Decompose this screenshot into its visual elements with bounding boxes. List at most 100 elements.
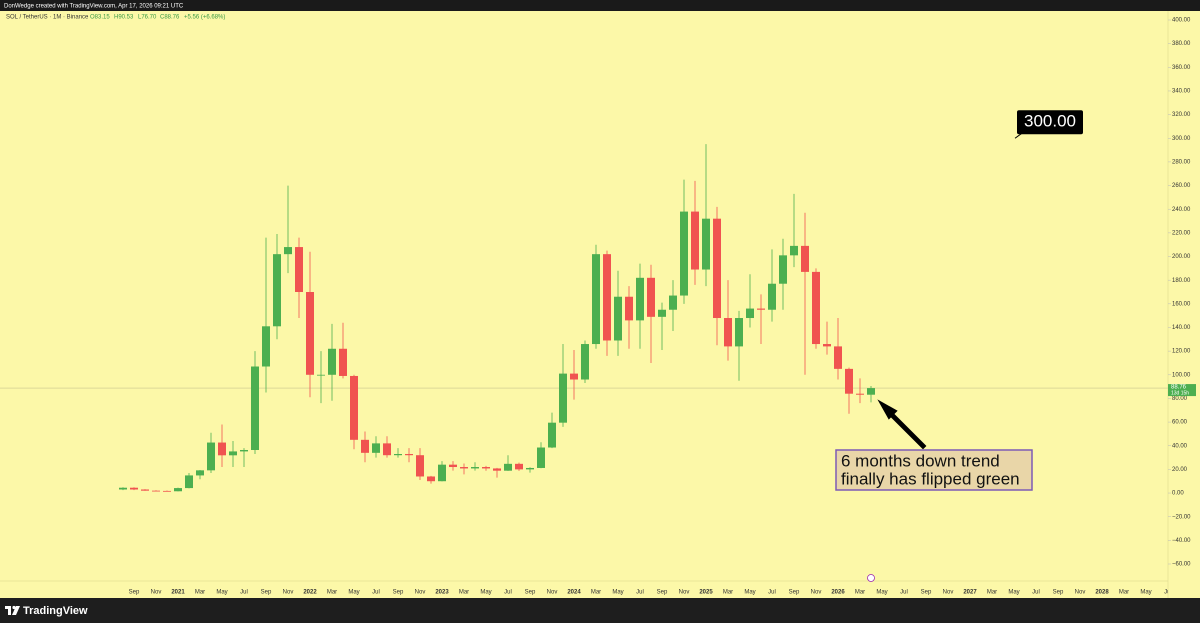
candle-body: [218, 442, 226, 456]
x-axis: Sep Nov 2021 Mar May Jul Sep Nov 2022 Mar May Jul Se…: [129, 590, 1172, 596]
x-tick-label: 2023: [435, 590, 449, 596]
y-tick-label: 80.00: [1172, 396, 1188, 402]
y-tick-label: 100.00: [1172, 372, 1191, 378]
candle-body: [669, 295, 677, 310]
candle-body: [768, 283, 776, 310]
candle-body: [460, 467, 468, 469]
candle-body: [614, 296, 622, 341]
x-tick-label: May: [1140, 590, 1151, 596]
y-tick-label: 200.00: [1172, 254, 1191, 260]
y-tick-label: 240.00: [1172, 207, 1191, 213]
candle-body: [471, 467, 479, 469]
y-tick-label: 340.00: [1172, 89, 1191, 95]
x-tick-label: 2028: [1095, 590, 1109, 596]
candle-body: [152, 490, 160, 492]
candle-body: [867, 388, 875, 395]
x-tick-label: Sep: [921, 590, 932, 596]
x-tick-label: Nov: [811, 590, 822, 596]
quote-open: O83.15: [90, 15, 110, 21]
candle-body: [526, 467, 534, 470]
x-tick-label: Jul: [372, 590, 380, 596]
x-tick-label: Mar: [1119, 590, 1129, 596]
credit: DonWedge created with TradingView.com, A…: [4, 4, 184, 10]
countdown: 13d 15h: [1171, 390, 1189, 396]
x-tick-label: Jul: [1164, 590, 1172, 596]
x-tick-label: 2022: [303, 590, 317, 596]
candle-body: [163, 490, 171, 492]
candle-body: [515, 463, 523, 470]
candle-body: [713, 218, 721, 319]
candle-body: [449, 464, 457, 468]
annotation-box: [1017, 110, 1083, 135]
x-tick-label: Sep: [129, 590, 140, 596]
y-tick-label: 380.00: [1172, 41, 1191, 47]
y-tick-label: 0.00: [1172, 491, 1184, 497]
x-tick-label: Jul: [900, 590, 908, 596]
candle-body: [229, 451, 237, 456]
candle-body: [680, 211, 688, 296]
candle-body: [196, 470, 204, 476]
y-tick-label: 40.00: [1172, 443, 1188, 449]
y-tick-label: −60.00: [1172, 562, 1191, 568]
candle-body: [702, 218, 710, 270]
candle-body: [735, 318, 743, 347]
y-tick-label: −40.00: [1172, 538, 1191, 544]
x-tick-label: Nov: [679, 590, 690, 596]
candle-body: [482, 467, 490, 469]
candle-body: [823, 344, 831, 347]
x-tick-label: 2026: [831, 590, 845, 596]
x-tick-label: Jul: [768, 590, 776, 596]
candle-body: [328, 348, 336, 375]
candle-body: [603, 254, 611, 341]
candle-body: [262, 326, 270, 367]
symbol: SOL / TetherUS · 1M · Binance: [6, 15, 89, 21]
x-tick-label: Sep: [393, 590, 404, 596]
x-tick-label: Sep: [1053, 590, 1064, 596]
logo: [5, 605, 20, 615]
x-tick-label: Jul: [636, 590, 644, 596]
candle-body: [394, 454, 402, 456]
quote-change: +5.56 (+6.68%): [184, 15, 225, 21]
y-tick-label: −20.00: [1172, 514, 1191, 520]
x-tick-label: May: [876, 590, 887, 596]
candle-body: [339, 348, 347, 376]
x-tick-label: Sep: [789, 590, 800, 596]
event-marker[interactable]: [867, 574, 875, 582]
x-tick-label: Nov: [547, 590, 558, 596]
candle-body: [251, 366, 259, 450]
y-tick-label: 220.00: [1172, 230, 1191, 236]
candle-body: [636, 277, 644, 321]
price-label-bg: [1168, 384, 1196, 397]
candle-body: [559, 373, 567, 423]
x-tick-label: Mar: [855, 590, 865, 596]
candle-body: [834, 346, 842, 369]
candle-body: [570, 373, 578, 380]
x-tick-label: 2021: [171, 590, 185, 596]
candle-body: [746, 308, 754, 319]
candle-body: [548, 422, 556, 448]
annotation-text: 300.00: [1024, 112, 1076, 131]
candle-body: [812, 271, 820, 345]
y-tick-label: 140.00: [1172, 325, 1191, 331]
y-tick-label: 60.00: [1172, 420, 1188, 426]
x-tick-label: May: [612, 590, 623, 596]
callout-text: 6 months down trend: [841, 451, 1000, 470]
candle-body: [691, 211, 699, 270]
candle-body: [801, 245, 809, 272]
candle-body: [284, 247, 292, 255]
candle-body: [504, 463, 512, 471]
quote-low: L76.70: [138, 15, 157, 21]
candle-body: [405, 454, 413, 456]
y-tick-label: 400.00: [1172, 18, 1191, 24]
y-tick-label: 20.00: [1172, 467, 1188, 473]
x-tick-label: Nov: [283, 590, 294, 596]
candle-body: [592, 254, 600, 345]
x-tick-label: Mar: [195, 590, 205, 596]
candle-body: [306, 292, 314, 375]
y-tick-label: 120.00: [1172, 349, 1191, 355]
candle-body: [207, 442, 215, 471]
candle-body: [416, 455, 424, 477]
candle-body: [240, 449, 248, 452]
